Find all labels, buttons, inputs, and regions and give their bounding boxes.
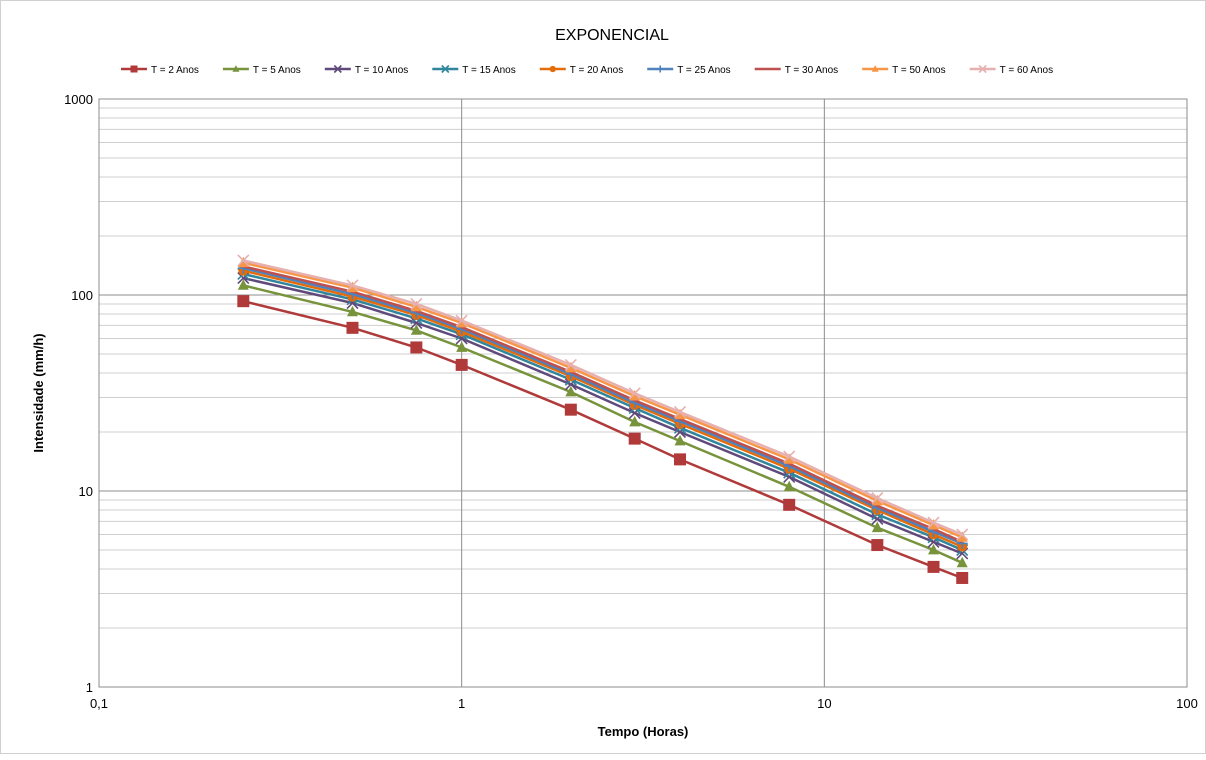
data-point [628,387,641,400]
data-point [564,403,577,416]
data-point [656,65,664,73]
data-point [346,305,358,317]
data-point [346,279,359,292]
data-point [565,361,577,373]
data-point [928,519,940,530]
data-point [674,434,686,446]
data-point [927,560,940,573]
series-3 [237,272,969,560]
data-point [410,300,422,312]
data-point [783,498,796,511]
data-point [783,450,796,463]
data-point [673,405,687,419]
legend-item: T = 10 Anos [324,64,408,76]
data-point [564,358,577,371]
legend-label: T = 5 Anos [253,65,301,76]
legend-label: T = 20 Anos [570,65,623,76]
legend: T = 2 Anos T = 5 Anos T = 10 Anos T = 15 An… [121,64,1053,76]
data-point [956,531,968,542]
x-tick-label: 100 [1176,696,1198,711]
data-point [783,453,795,464]
data-point [333,64,342,74]
series-line [243,299,963,580]
data-point [871,494,883,506]
data-point [956,571,969,584]
data-point [628,432,641,445]
legend-label: T = 50 Anos [892,65,945,76]
data-point [410,324,422,335]
data-point [237,256,249,268]
y-tick-label: 10 [79,484,93,499]
data-point [549,65,556,73]
data-point [456,341,468,352]
legend-item: T = 2 Anos [121,65,199,76]
data-point [871,65,879,72]
series-2 [237,279,968,568]
y-tick-label: 100 [71,288,93,303]
data-point [629,415,641,427]
data-point [410,297,423,311]
data-point [346,281,358,293]
data-point [871,492,884,505]
data-point [130,65,138,73]
data-point [441,64,450,74]
y-tick-label: 1000 [64,92,93,107]
data-point [629,390,641,401]
x-tick-label: 10 [817,696,831,711]
data-point [455,358,468,371]
x-axis-label: Tempo (Horas) [598,724,689,739]
legend-label: T = 30 Anos [785,65,838,76]
legend-label: T = 25 Anos [677,65,730,76]
data-point [237,254,250,267]
plot-border [98,98,1188,688]
chart-title: EXPONENCIAL [555,27,669,44]
series-9 [237,254,969,541]
data-point [978,64,987,74]
data-point [565,385,577,397]
legend-item: T = 30 Anos [754,65,838,76]
data-point [674,453,687,466]
data-point [674,408,686,420]
data-point [928,543,940,555]
data-point [871,539,884,552]
gridlines [98,98,1188,688]
series-8 [237,256,968,542]
y-axis-label: Intensidade (mm/h) [31,333,46,452]
legend-label: T = 15 Anos [462,65,515,76]
data-point [346,321,359,334]
data-point [927,516,940,529]
legend-item: T = 60 Anos [969,64,1053,76]
x-tick-label: 0,1 [90,696,108,711]
data-point [410,341,423,354]
legend-item: T = 20 Anos [539,65,623,76]
data-point [232,65,240,72]
data-point [871,521,883,533]
legend-label: T = 60 Anos [1000,65,1053,76]
legend-label: T = 2 Anos [151,65,199,76]
legend-item: T = 50 Anos [862,65,946,76]
data-point [956,556,968,568]
legend-item: T = 15 Anos [432,64,516,76]
data-point [237,279,249,290]
data-point [455,314,468,327]
legend-item: T = 25 Anos [647,65,731,76]
series-1 [237,295,969,584]
legend-item: T = 5 Anos [222,65,301,76]
data-point [956,528,969,541]
series-line [243,276,963,555]
x-tick-label: 1 [458,696,465,711]
legend-label: T = 10 Anos [355,65,408,76]
data-point [237,295,250,308]
data-point [783,480,795,492]
y-tick-label: 1 [86,680,93,695]
data-point [456,316,468,328]
